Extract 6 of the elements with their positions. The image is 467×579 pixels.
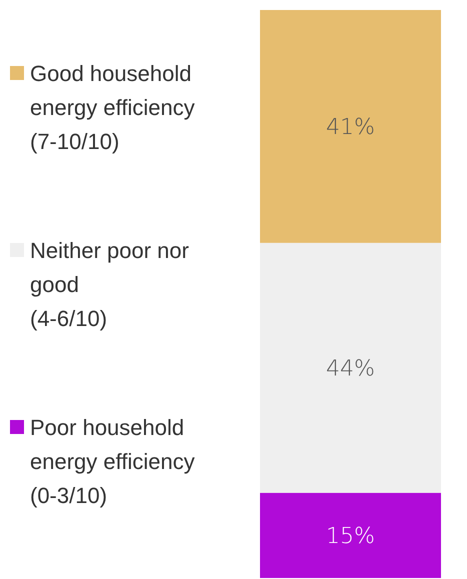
legend-label: Neither poor nor good (4-6/10) xyxy=(30,238,189,331)
legend-label: Poor household energy efficiency (0-3/10) xyxy=(30,414,195,508)
data-label: 44% xyxy=(326,356,375,382)
data-label: 15% xyxy=(326,524,375,550)
data-label: 41% xyxy=(326,115,375,140)
legend-label: Good household energy efficiency (7-10/10) xyxy=(30,60,195,154)
